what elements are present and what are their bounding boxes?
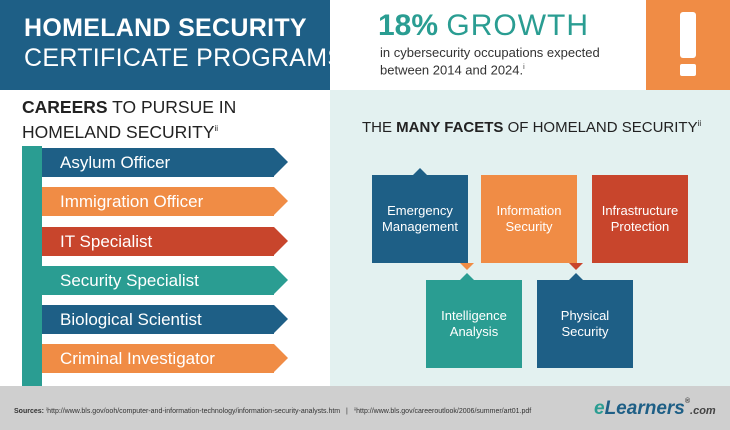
facets-heading-pre: THE <box>362 119 397 136</box>
facets-heading-post: OF HOMELAND SECURITY <box>503 119 698 136</box>
source-link-2[interactable]: ⁱⁱhttp://www.bls.gov/careeroutlook/2006/… <box>353 408 532 415</box>
facet-label: Emergency Management <box>382 203 458 234</box>
career-item-label: IT Specialist <box>60 232 153 251</box>
facet-notch <box>569 273 583 280</box>
career-item-arrow <box>274 227 288 255</box>
career-item-arrow <box>274 344 288 372</box>
career-item-security-specialist: Security Specialist <box>42 266 288 295</box>
career-item-arrow <box>274 187 288 215</box>
career-item-criminal-investigator: Criminal Investigator <box>42 344 288 373</box>
footnote-marker: ii <box>214 124 219 133</box>
career-item-body <box>42 148 274 177</box>
facet-notch <box>413 168 427 175</box>
facet-label: Information Security <box>496 203 562 234</box>
page-subtitle: CERTIFICATE PROGRAMS <box>24 44 345 72</box>
facet-notch <box>569 263 583 270</box>
career-item-body <box>42 344 274 373</box>
career-item-biological-scientist: Biological Scientist <box>42 305 288 334</box>
careers-heading: CAREERS TO PURSUE IN HOMELAND SECURITYii <box>22 97 236 143</box>
footer <box>0 386 730 430</box>
footnote-marker: ii <box>697 119 702 128</box>
facet-emergency-management: Emergency Management <box>372 175 468 263</box>
career-item-label: Immigration Officer <box>60 192 204 211</box>
facet-physical-security: Physical Security <box>537 280 633 368</box>
career-item-arrow <box>274 148 288 176</box>
logo-e: e <box>594 398 605 419</box>
page-title: HOMELAND SECURITY <box>24 14 307 42</box>
growth-percent: 18% <box>378 9 439 42</box>
career-item-label: Security Specialist <box>60 271 199 290</box>
logo-com: .com <box>690 405 716 417</box>
source-separator: | <box>345 408 348 415</box>
sources-line: Sources: ⁱhttp://www.bls.gov/ooh/compute… <box>14 407 531 415</box>
career-list-bar <box>22 146 42 386</box>
facets-heading: THE MANY FACETS OF HOMELAND SECURITYii <box>362 119 701 136</box>
exclamation-dot <box>680 64 696 76</box>
logo-text: Learners <box>604 398 685 419</box>
career-item-label: Biological Scientist <box>60 310 202 329</box>
careers-heading-bold: CAREERS <box>22 97 108 117</box>
growth-stat: 18% GROWTH <box>378 10 589 42</box>
career-item-body <box>42 305 274 334</box>
facet-label: Physical Security <box>560 308 610 339</box>
career-item-label: Criminal Investigator <box>60 349 215 368</box>
elearners-logo[interactable]: eLearners®.com <box>594 398 716 420</box>
career-item-arrow <box>274 305 288 333</box>
sources-label: Sources: <box>14 408 44 415</box>
facet-label: Infrastructure Protection <box>601 203 679 234</box>
facet-information-security: Information Security <box>481 175 577 263</box>
careers-heading-line2: HOMELAND SECURITY <box>22 121 215 142</box>
careers-heading-rest: TO PURSUE IN <box>107 97 237 117</box>
source-link-1[interactable]: ⁱhttp://www.bls.gov/ooh/computer-and-inf… <box>45 408 341 415</box>
growth-word: GROWTH <box>446 9 590 42</box>
exclamation-icon <box>646 0 730 90</box>
growth-description: in cybersecurity occupations expected be… <box>380 45 630 77</box>
exclamation-bar <box>680 12 696 58</box>
logo-registered: ® <box>684 398 691 405</box>
facet-infrastructure-protection: Infrastructure Protection <box>592 175 688 263</box>
career-item-body <box>42 227 274 256</box>
career-item-asylum-officer: Asylum Officer <box>42 148 288 177</box>
title-banner <box>0 0 330 90</box>
facet-label: Intelligence Analysis <box>441 308 507 339</box>
career-item-body <box>42 266 274 295</box>
growth-description-text: in cybersecurity occupations expected be… <box>380 45 600 78</box>
career-item-arrow <box>274 266 288 294</box>
footnote-marker: i <box>523 64 525 71</box>
career-item-immigration-officer: Immigration Officer <box>42 187 288 216</box>
facets-heading-bold: MANY FACETS <box>396 119 504 136</box>
career-item-label: Asylum Officer <box>60 153 171 172</box>
facet-notch <box>460 273 474 280</box>
career-item-body <box>42 187 274 216</box>
facet-intelligence-analysis: Intelligence Analysis <box>426 280 522 368</box>
career-item-it-specialist: IT Specialist <box>42 227 288 256</box>
facet-notch <box>460 263 474 270</box>
